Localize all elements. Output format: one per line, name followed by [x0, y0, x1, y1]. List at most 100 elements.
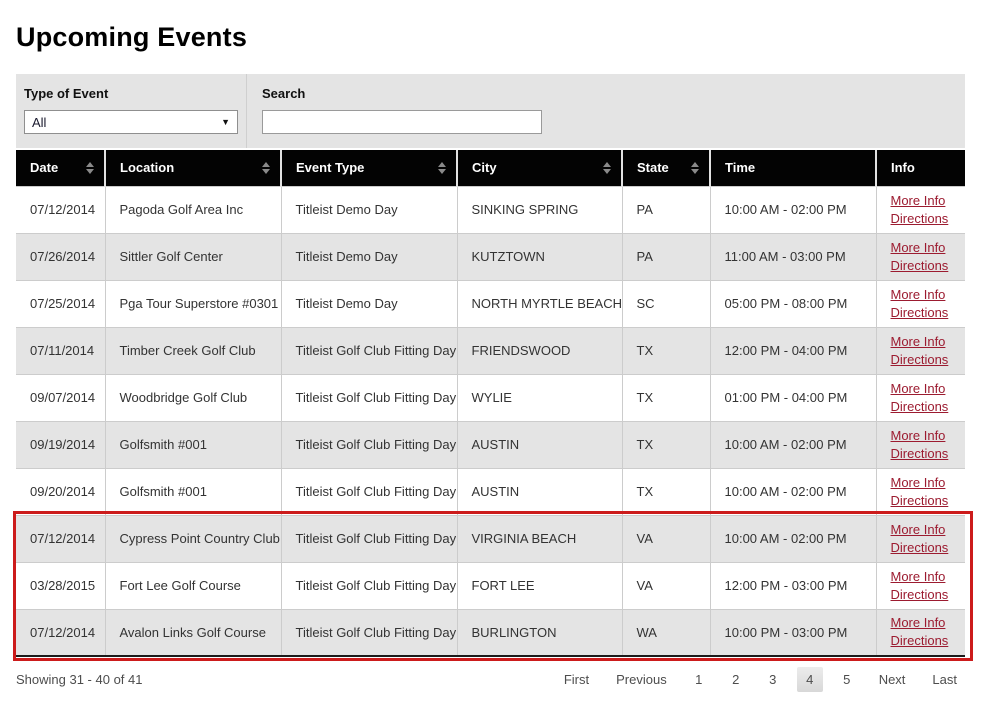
type-of-event-select[interactable]: All ▼: [24, 110, 238, 134]
column-header-state[interactable]: State: [622, 150, 711, 186]
more-info-link[interactable]: More Info: [890, 286, 946, 302]
cell-time: 11:00 AM - 03:00 PM: [710, 232, 877, 280]
pagination-page-3[interactable]: 3: [769, 672, 777, 687]
cell-info: More Info Directions: [876, 185, 965, 233]
table-header-row: Date Location Event Type City State Time Info: [16, 150, 965, 186]
more-info-link[interactable]: More Info: [890, 474, 946, 490]
pagination-previous[interactable]: Previous: [616, 672, 667, 687]
table-row: 09/07/2014 Woodbridge Golf Club Titleist G…: [16, 373, 965, 421]
column-header-date[interactable]: Date: [16, 150, 106, 186]
cell-event-type: Titleist Demo Day: [281, 185, 458, 233]
cell-state: TX: [622, 326, 711, 374]
cell-city: WYLIE: [457, 373, 623, 421]
column-header-location[interactable]: Location: [105, 150, 282, 186]
pagination-next[interactable]: Next: [878, 672, 906, 687]
directions-link[interactable]: Directions: [890, 539, 949, 555]
type-of-event-filter: Type of Event All ▼: [16, 74, 247, 148]
cell-city: KUTZTOWN: [457, 232, 623, 280]
sort-icon[interactable]: [438, 161, 446, 174]
directions-link[interactable]: Directions: [890, 586, 949, 602]
pagination-page-4[interactable]: 4: [796, 667, 823, 692]
cell-time: 01:00 PM - 04:00 PM: [710, 373, 877, 421]
chevron-down-icon: ▼: [221, 117, 230, 127]
sort-icon[interactable]: [603, 161, 611, 174]
cell-time: 10:00 AM - 02:00 PM: [710, 420, 877, 468]
cell-date: 07/25/2014: [16, 279, 106, 327]
cell-info: More Info Directions: [876, 232, 965, 280]
cell-time: 12:00 PM - 03:00 PM: [710, 561, 877, 609]
pagination-page-2[interactable]: 2: [732, 672, 740, 687]
directions-link[interactable]: Directions: [890, 351, 949, 367]
showing-summary: Showing 31 - 40 of 41: [16, 672, 143, 687]
cell-location: Pagoda Golf Area Inc: [105, 185, 282, 233]
cell-location: Timber Creek Golf Club: [105, 326, 282, 374]
table-row: 09/20/2014 Golfsmith #001 Titleist Golf Cl…: [16, 467, 965, 515]
column-header-event-type[interactable]: Event Type: [281, 150, 458, 186]
cell-city: VIRGINIA BEACH: [457, 514, 623, 562]
table-row: 03/28/2015 Fort Lee Golf Course Titleist G…: [16, 561, 965, 609]
sort-icon[interactable]: [86, 161, 94, 174]
pagination-page-1[interactable]: 1: [695, 672, 703, 687]
column-header-label: Info: [891, 160, 915, 176]
cell-date: 09/07/2014: [16, 373, 106, 421]
cell-location: Sittler Golf Center: [105, 232, 282, 280]
cell-city: AUSTIN: [457, 420, 623, 468]
cell-time: 10:00 AM - 02:00 PM: [710, 467, 877, 515]
cell-location: Golfsmith #001: [105, 467, 282, 515]
cell-event-type: Titleist Golf Club Fitting Day: [281, 420, 458, 468]
cell-time: 12:00 PM - 04:00 PM: [710, 326, 877, 374]
table-row: 09/19/2014 Golfsmith #001 Titleist Golf Cl…: [16, 420, 965, 468]
cell-state: TX: [622, 420, 711, 468]
more-info-link[interactable]: More Info: [890, 239, 946, 255]
cell-event-type: Titleist Golf Club Fitting Day: [281, 326, 458, 374]
cell-state: TX: [622, 373, 711, 421]
table-row: 07/26/2014 Sittler Golf Center Titleist De…: [16, 232, 965, 280]
table-row: 07/11/2014 Timber Creek Golf Club Titleist…: [16, 326, 965, 374]
column-header-city[interactable]: City: [457, 150, 623, 186]
cell-state: WA: [622, 608, 711, 656]
search-input[interactable]: [262, 110, 542, 134]
sort-icon[interactable]: [691, 161, 699, 174]
cell-event-type: Titleist Golf Club Fitting Day: [281, 561, 458, 609]
more-info-link[interactable]: More Info: [890, 380, 946, 396]
pagination-page-5[interactable]: 5: [843, 672, 851, 687]
cell-event-type: Titleist Golf Club Fitting Day: [281, 608, 458, 656]
cell-event-type: Titleist Demo Day: [281, 279, 458, 327]
cell-time: 10:00 AM - 02:00 PM: [710, 185, 877, 233]
cell-date: 07/12/2014: [16, 185, 106, 233]
directions-link[interactable]: Directions: [890, 210, 949, 226]
more-info-link[interactable]: More Info: [890, 521, 946, 537]
directions-link[interactable]: Directions: [890, 445, 949, 461]
more-info-link[interactable]: More Info: [890, 192, 946, 208]
cell-date: 07/12/2014: [16, 608, 106, 656]
directions-link[interactable]: Directions: [890, 304, 949, 320]
more-info-link[interactable]: More Info: [890, 333, 946, 349]
cell-date: 07/26/2014: [16, 232, 106, 280]
more-info-link[interactable]: More Info: [890, 568, 946, 584]
cell-location: Fort Lee Golf Course: [105, 561, 282, 609]
more-info-link[interactable]: More Info: [890, 615, 946, 631]
pagination-first[interactable]: First: [563, 672, 590, 687]
column-header-label: Location: [120, 160, 175, 176]
more-info-link[interactable]: More Info: [890, 427, 946, 443]
search-filter: Search: [247, 74, 965, 148]
type-of-event-selected-value: All: [32, 114, 47, 130]
table-row: 07/12/2014 Pagoda Golf Area Inc Titleist D…: [16, 185, 965, 233]
cell-time: 10:00 AM - 02:00 PM: [710, 514, 877, 562]
cell-event-type: Titleist Golf Club Fitting Day: [281, 514, 458, 562]
cell-location: Avalon Links Golf Course: [105, 608, 282, 656]
directions-link[interactable]: Directions: [890, 257, 949, 273]
cell-city: AUSTIN: [457, 467, 623, 515]
column-header-label: Event Type: [296, 160, 365, 176]
column-header-label: City: [472, 160, 497, 176]
sort-icon[interactable]: [262, 161, 270, 174]
directions-link[interactable]: Directions: [890, 492, 949, 508]
events-table: Date Location Event Type City State Time Info …: [16, 150, 965, 657]
cell-city: NORTH MYRTLE BEACH: [457, 279, 623, 327]
cell-location: Woodbridge Golf Club: [105, 373, 282, 421]
column-header-time: Time: [710, 150, 877, 186]
directions-link[interactable]: Directions: [890, 398, 949, 414]
directions-link[interactable]: Directions: [890, 633, 949, 649]
pagination-last[interactable]: Last: [932, 672, 957, 687]
